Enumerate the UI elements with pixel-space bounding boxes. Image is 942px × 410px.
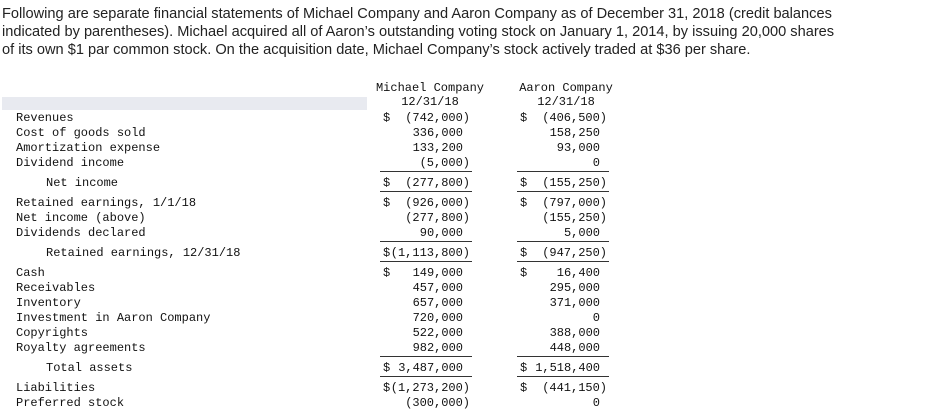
currency-sign: $ [520, 266, 528, 280]
underline [517, 171, 609, 172]
currency-sign: $ [520, 111, 528, 125]
amount: 3,487,000 [398, 361, 463, 375]
amount: (406,500) [542, 111, 607, 125]
row-label: Dividend income [16, 156, 125, 170]
amount: (155,250) [542, 176, 607, 190]
amount: 93,000 [556, 141, 600, 155]
amount: (742,000) [405, 111, 470, 125]
amount: (441,150) [542, 381, 607, 395]
row-label: Revenues [16, 111, 74, 125]
currency-sign: $ [520, 176, 528, 190]
underline [380, 241, 472, 242]
amount: (300,000) [405, 396, 470, 410]
amount: 295,000 [549, 281, 600, 295]
amount: 133,200 [412, 141, 463, 155]
row-label: Dividends declared [16, 226, 146, 240]
amount: 457,000 [412, 281, 463, 295]
currency-sign: $ [520, 246, 528, 260]
amount: (926,000) [405, 196, 470, 210]
underline [380, 261, 472, 262]
row-label: Copyrights [16, 326, 89, 340]
amount: (277,800) [405, 211, 470, 225]
row-label: Net income [46, 176, 119, 190]
amount: (1,273,200) [390, 381, 470, 395]
amount: 388,000 [549, 326, 600, 340]
amount: 982,000 [412, 341, 463, 355]
amount: 16,400 [556, 266, 600, 280]
row-label: Retained earnings, 12/31/18 [46, 246, 241, 260]
currency-sign: $ [520, 361, 528, 375]
row-label: Total assets [46, 361, 133, 375]
row-label: Preferred stock [16, 396, 125, 410]
row-label: Cash [16, 266, 45, 280]
amount: (947,250) [542, 246, 607, 260]
underline [517, 241, 609, 242]
amount: 522,000 [412, 326, 463, 340]
intro-line: of its own $1 par common stock. On the a… [2, 42, 751, 58]
currency-sign: $ [383, 246, 391, 260]
underline [517, 376, 609, 377]
amount: 0 [592, 156, 600, 170]
column-header: 12/31/18 [401, 95, 459, 109]
underline [380, 171, 472, 172]
row-label: Liabilities [16, 381, 96, 395]
amount: 90,000 [419, 226, 463, 240]
column-header: Aaron Company [519, 81, 613, 95]
amount: 720,000 [412, 311, 463, 325]
amount: (1,113,800) [390, 246, 470, 260]
underline [380, 356, 472, 357]
column-header: Michael Company [375, 81, 485, 95]
row-label: Cost of goods sold [16, 126, 146, 140]
row-label: Receivables [16, 281, 96, 295]
amount: (5,000) [419, 156, 470, 170]
currency-sign: $ [520, 196, 528, 210]
amount: 0 [592, 396, 600, 410]
column-header: 12/31/18 [537, 95, 595, 109]
amount: (277,800) [405, 176, 470, 190]
currency-sign: $ [383, 111, 391, 125]
amount: 448,000 [549, 341, 600, 355]
amount: 657,000 [412, 296, 463, 310]
intro-line: Following are separate financial stateme… [2, 6, 832, 22]
currency-sign: $ [383, 381, 391, 395]
amount: 1,518,400 [535, 361, 600, 375]
row-label: Inventory [16, 296, 81, 310]
header-band [2, 97, 367, 110]
intro-line: indicated by parentheses). Michael acqui… [2, 24, 835, 40]
amount: 371,000 [549, 296, 600, 310]
row-label: Royalty agreements [16, 341, 146, 355]
row-label: Net income (above) [16, 211, 146, 225]
currency-sign: $ [383, 196, 391, 210]
underline [517, 261, 609, 262]
amount: 336,000 [412, 126, 463, 140]
amount: 5,000 [563, 226, 600, 240]
currency-sign: $ [520, 381, 528, 395]
row-label: Retained earnings, 1/1/18 [16, 196, 197, 210]
amount: 158,250 [549, 126, 600, 140]
row-label: Investment in Aaron Company [16, 311, 211, 325]
amount: 149,000 [412, 266, 463, 280]
currency-sign: $ [383, 266, 391, 280]
currency-sign: $ [383, 361, 391, 375]
currency-sign: $ [383, 176, 391, 190]
amount: (155,250) [542, 211, 607, 225]
underline [380, 191, 472, 192]
row-label: Amortization expense [16, 141, 161, 155]
underline [380, 376, 472, 377]
underline [517, 356, 609, 357]
amount: 0 [592, 311, 600, 325]
amount: (797,000) [542, 196, 607, 210]
underline [517, 191, 609, 192]
